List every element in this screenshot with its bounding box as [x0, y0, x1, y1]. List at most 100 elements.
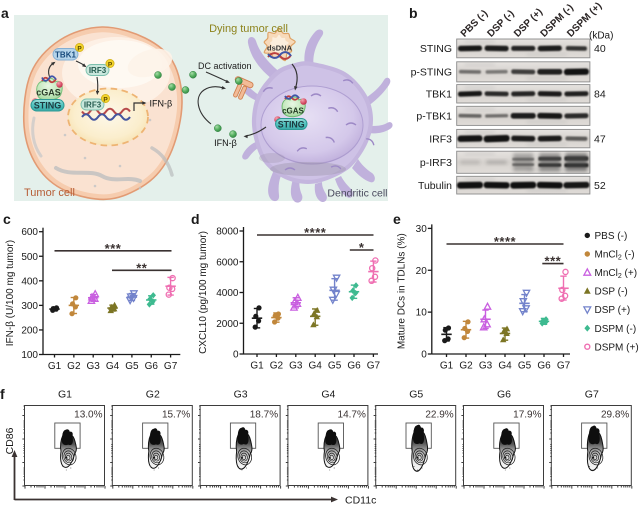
svg-text:e: e: [393, 211, 401, 227]
svg-text:G2: G2: [67, 361, 81, 372]
svg-text:100: 100: [21, 350, 38, 361]
svg-text:Dendritic cell: Dendritic cell: [327, 188, 387, 200]
svg-text:TBK1: TBK1: [426, 89, 452, 101]
svg-text:40: 40: [594, 43, 606, 55]
svg-text:STING: STING: [420, 43, 452, 55]
svg-text:18.7%: 18.7%: [250, 410, 278, 421]
svg-text:400: 400: [21, 276, 38, 287]
svg-text:8000: 8000: [216, 227, 239, 238]
svg-text:G2: G2: [459, 361, 473, 372]
svg-text:d: d: [191, 211, 200, 227]
svg-text:STING: STING: [278, 119, 305, 129]
svg-text:G1: G1: [58, 389, 72, 401]
svg-text:4000: 4000: [216, 288, 239, 299]
svg-text:f: f: [0, 386, 5, 402]
svg-text:IFN-β: IFN-β: [214, 138, 237, 148]
svg-text:p-IRF3: p-IRF3: [420, 157, 452, 169]
svg-text:P: P: [77, 45, 82, 52]
svg-text:6000: 6000: [216, 257, 239, 268]
svg-text:G6: G6: [347, 361, 361, 372]
svg-text:PBS (-): PBS (-): [595, 231, 628, 242]
svg-text:IRF3: IRF3: [84, 100, 102, 109]
svg-text:CXCL10 (pg/100 mg tumor): CXCL10 (pg/100 mg tumor): [198, 231, 209, 354]
svg-text:G3: G3: [479, 361, 493, 372]
svg-text:G6: G6: [537, 361, 551, 372]
svg-text:G1: G1: [440, 361, 454, 372]
svg-text:G4: G4: [321, 389, 335, 401]
svg-text:2000: 2000: [216, 319, 239, 330]
svg-text:14.7%: 14.7%: [338, 410, 366, 421]
svg-text:DSPM (-): DSPM (-): [595, 324, 637, 335]
svg-text:G7: G7: [557, 361, 571, 372]
svg-text:p-TBK1: p-TBK1: [416, 111, 452, 123]
svg-text:G2: G2: [146, 389, 160, 401]
svg-text:84: 84: [594, 89, 606, 101]
svg-text:22.9%: 22.9%: [425, 410, 453, 421]
svg-text:500: 500: [21, 252, 38, 263]
svg-text:cGAS: cGAS: [282, 106, 304, 115]
svg-text:IFN-β (U/100 mg tumor): IFN-β (U/100 mg tumor): [5, 240, 16, 346]
svg-text:G7: G7: [164, 361, 178, 372]
svg-text:G6: G6: [145, 361, 159, 372]
svg-text:MnCl2 (-): MnCl2 (-): [595, 250, 635, 262]
svg-text:G5: G5: [518, 361, 532, 372]
svg-text:IRF3: IRF3: [89, 66, 107, 75]
svg-text:Tumor cell: Tumor cell: [24, 187, 75, 199]
svg-text:DSP (+): DSP (+): [595, 305, 631, 316]
svg-text:G1: G1: [48, 361, 62, 372]
svg-text:c: c: [3, 211, 11, 227]
svg-text:G1: G1: [250, 361, 264, 372]
svg-text:300: 300: [21, 301, 38, 312]
svg-text:Mature DCs in TDLNs (%): Mature DCs in TDLNs (%): [397, 233, 408, 349]
svg-text:***: ***: [545, 254, 562, 269]
svg-text:****: ****: [304, 225, 327, 240]
svg-text:b: b: [409, 5, 418, 21]
svg-text:G2: G2: [270, 361, 284, 372]
svg-text:***: ***: [105, 241, 122, 256]
svg-text:p-STING: p-STING: [411, 67, 452, 79]
svg-text:G6: G6: [497, 389, 511, 401]
svg-text:TBK1: TBK1: [55, 50, 76, 59]
svg-text:a: a: [1, 5, 9, 21]
svg-text:**: **: [136, 260, 148, 275]
svg-text:CD11c: CD11c: [345, 495, 376, 507]
svg-text:G3: G3: [234, 389, 248, 401]
svg-text:G4: G4: [309, 361, 323, 372]
svg-text:****: ****: [494, 234, 517, 249]
svg-text:Dying tumor cell: Dying tumor cell: [209, 23, 288, 35]
svg-text:G7: G7: [367, 361, 381, 372]
svg-text:G3: G3: [87, 361, 101, 372]
svg-text:G3: G3: [289, 361, 303, 372]
svg-text:600: 600: [21, 227, 38, 238]
svg-text:DSP (-): DSP (-): [485, 8, 516, 39]
svg-text:DSPM (+): DSPM (+): [595, 342, 639, 353]
svg-text:G4: G4: [498, 361, 512, 372]
svg-text:*: *: [359, 240, 365, 255]
svg-text:20: 20: [416, 266, 428, 277]
svg-text:17.9%: 17.9%: [513, 410, 541, 421]
svg-text:13.0%: 13.0%: [74, 410, 102, 421]
svg-text:52: 52: [594, 180, 606, 192]
svg-text:CD86: CD86: [4, 427, 16, 454]
svg-text:DSP (-): DSP (-): [595, 287, 628, 298]
svg-text:DC activation: DC activation: [198, 61, 252, 71]
svg-text:15.7%: 15.7%: [162, 410, 190, 421]
svg-text:PBS (-): PBS (-): [459, 8, 490, 39]
svg-text:IRF3: IRF3: [429, 133, 452, 145]
svg-text:cGAS: cGAS: [36, 88, 61, 98]
svg-text:0: 0: [233, 350, 239, 361]
svg-text:G5: G5: [125, 361, 139, 372]
svg-text:dsDNA: dsDNA: [267, 44, 293, 53]
svg-text:STING: STING: [34, 101, 62, 111]
svg-text:G4: G4: [106, 361, 120, 372]
svg-text:29.8%: 29.8%: [601, 410, 629, 421]
svg-text:G7: G7: [585, 389, 599, 401]
svg-text:0: 0: [421, 350, 427, 361]
svg-text:Tubulin: Tubulin: [418, 180, 452, 192]
svg-text:30: 30: [416, 224, 428, 235]
svg-text:P: P: [103, 96, 108, 103]
svg-text:G5: G5: [328, 361, 342, 372]
svg-text:(kDa): (kDa): [589, 31, 613, 42]
svg-text:10: 10: [416, 308, 428, 319]
svg-text:47: 47: [594, 133, 606, 145]
